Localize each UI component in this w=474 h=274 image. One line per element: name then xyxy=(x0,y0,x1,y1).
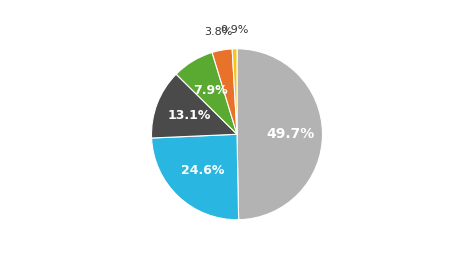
Wedge shape xyxy=(232,49,237,134)
Text: 13.1%: 13.1% xyxy=(167,109,211,122)
Wedge shape xyxy=(176,53,237,134)
Wedge shape xyxy=(152,134,238,220)
Text: 0.9%: 0.9% xyxy=(220,25,248,35)
Text: 7.9%: 7.9% xyxy=(193,84,228,97)
Text: 3.8%: 3.8% xyxy=(205,27,233,36)
Wedge shape xyxy=(237,49,322,220)
Wedge shape xyxy=(212,49,237,134)
Text: 49.7%: 49.7% xyxy=(266,127,314,141)
Text: 24.6%: 24.6% xyxy=(182,164,225,177)
Wedge shape xyxy=(152,74,237,138)
